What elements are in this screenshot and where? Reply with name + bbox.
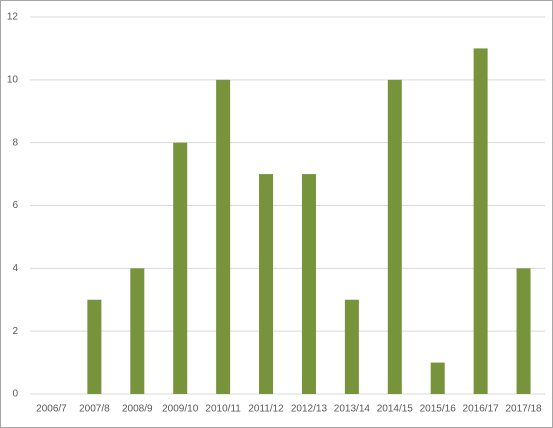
x-tick-label: 2014/15 <box>377 404 414 415</box>
x-tick-label: 2017/18 <box>505 404 542 415</box>
y-tick-label: 8 <box>12 137 18 148</box>
x-tick-label: 2007/8 <box>79 404 110 415</box>
y-tick-label: 2 <box>12 326 18 337</box>
bar <box>430 362 445 394</box>
x-tick-label: 2006/7 <box>36 404 67 415</box>
bar <box>387 79 402 394</box>
x-tick-label: 2016/17 <box>463 404 500 415</box>
y-tick-label: 4 <box>12 263 18 274</box>
x-tick-label: 2012/13 <box>291 404 328 415</box>
x-tick-label: 2015/16 <box>420 404 457 415</box>
y-tick-label: 10 <box>7 74 19 85</box>
bar <box>259 174 274 394</box>
bar <box>87 299 102 394</box>
y-tick-label: 6 <box>12 200 18 211</box>
bar <box>301 174 316 394</box>
y-tick-label: 0 <box>12 389 18 400</box>
bar <box>473 48 488 395</box>
bar <box>216 79 231 394</box>
x-tick-label: 2008/9 <box>122 404 153 415</box>
x-tick-label: 2011/12 <box>248 404 284 415</box>
x-tick-label: 2013/14 <box>334 404 371 415</box>
bar <box>516 268 531 394</box>
bar <box>173 142 188 394</box>
x-tick-label: 2010/11 <box>205 404 241 415</box>
bar <box>130 268 145 394</box>
x-tick-label: 2009/10 <box>162 404 199 415</box>
bar <box>344 299 359 394</box>
y-tick-label: 12 <box>7 12 19 23</box>
